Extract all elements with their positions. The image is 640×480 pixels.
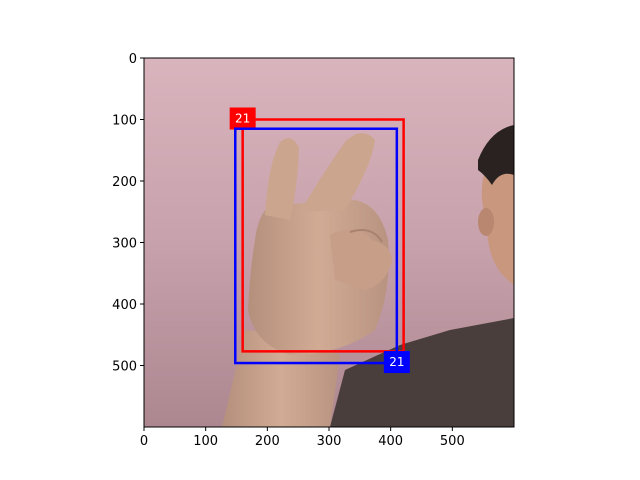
y-tick-label: 0 (129, 52, 137, 67)
box-label-text: 21 (235, 112, 250, 126)
x-tick-label: 100 (193, 434, 218, 449)
x-tick-label: 300 (317, 434, 342, 449)
detection-boxes: 21 21 (229, 107, 410, 374)
photo-image (144, 58, 514, 427)
y-tick-label: 100 (112, 114, 137, 129)
x-tick-label: 0 (140, 434, 148, 449)
y-tick-label: 500 (112, 360, 137, 375)
box-label-badge (229, 107, 256, 130)
box-label-badge (383, 351, 410, 374)
y-tick-label: 300 (112, 237, 137, 252)
bounding-box (241, 118, 405, 353)
box-label-text: 21 (389, 355, 404, 369)
bounding-box (234, 127, 399, 365)
x-tick-label: 400 (378, 434, 403, 449)
x-tick-label: 500 (440, 434, 465, 449)
y-tick-label: 400 (112, 298, 137, 313)
axis-ticks: 0 100 200 300 400 500 0 100 200 300 400 500 (112, 52, 465, 449)
x-tick-label: 200 (255, 434, 280, 449)
y-tick-label: 200 (112, 175, 137, 190)
